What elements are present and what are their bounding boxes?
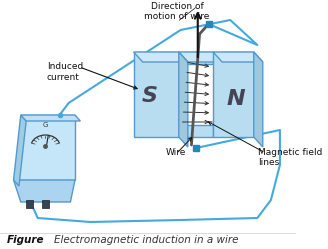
Polygon shape bbox=[179, 125, 213, 137]
Polygon shape bbox=[179, 52, 188, 147]
Polygon shape bbox=[13, 115, 26, 186]
Polygon shape bbox=[13, 115, 75, 180]
Polygon shape bbox=[26, 200, 33, 208]
Polygon shape bbox=[133, 52, 188, 62]
Text: Magnetic field
lines: Magnetic field lines bbox=[258, 148, 323, 167]
Polygon shape bbox=[213, 52, 254, 137]
Text: N: N bbox=[226, 89, 245, 109]
Polygon shape bbox=[179, 52, 222, 62]
Text: Electromagnetic induction in a wire: Electromagnetic induction in a wire bbox=[54, 235, 239, 245]
Polygon shape bbox=[213, 52, 263, 62]
Text: Figure: Figure bbox=[7, 235, 45, 245]
Polygon shape bbox=[42, 200, 49, 208]
Text: Induced
current: Induced current bbox=[47, 62, 83, 82]
Polygon shape bbox=[254, 52, 263, 147]
Text: Wire: Wire bbox=[166, 148, 186, 157]
Text: S: S bbox=[141, 86, 157, 106]
Polygon shape bbox=[133, 52, 179, 137]
Polygon shape bbox=[13, 180, 75, 202]
Polygon shape bbox=[21, 115, 80, 121]
Text: Direction of
motion of wire: Direction of motion of wire bbox=[144, 2, 210, 21]
Text: G: G bbox=[43, 122, 48, 128]
Polygon shape bbox=[179, 52, 213, 64]
